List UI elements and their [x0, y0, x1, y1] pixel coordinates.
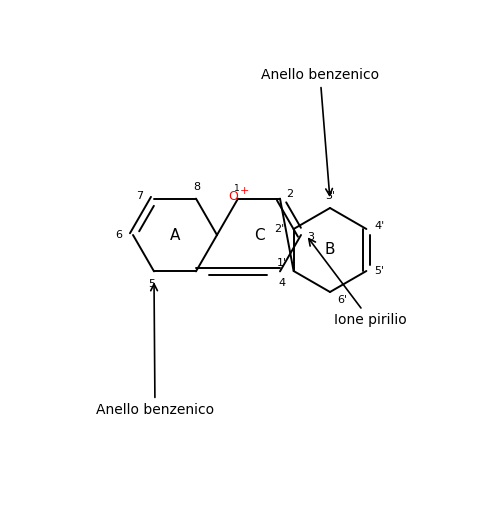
Text: 6: 6 [116, 230, 122, 240]
Text: A: A [170, 227, 180, 242]
Text: 8: 8 [194, 182, 200, 191]
Text: C: C [254, 227, 264, 242]
Text: 4': 4' [374, 221, 384, 231]
Text: Ione pirilio: Ione pirilio [309, 239, 406, 327]
Text: 2': 2' [274, 224, 285, 234]
Text: 4: 4 [278, 278, 285, 288]
Text: 7: 7 [136, 190, 143, 200]
Text: Anello benzenico: Anello benzenico [261, 68, 379, 195]
Text: 3: 3 [308, 232, 314, 242]
Text: 1': 1' [276, 258, 286, 268]
Text: 2: 2 [286, 189, 294, 198]
Text: 5': 5' [374, 266, 384, 276]
Text: 6': 6' [337, 295, 347, 305]
Text: +: + [240, 186, 248, 195]
Text: B: B [325, 242, 335, 258]
Text: O: O [228, 190, 238, 203]
Text: 1: 1 [234, 184, 240, 193]
Text: 3': 3' [325, 191, 335, 201]
Text: Anello benzenico: Anello benzenico [96, 284, 214, 417]
Text: 5: 5 [148, 279, 156, 289]
